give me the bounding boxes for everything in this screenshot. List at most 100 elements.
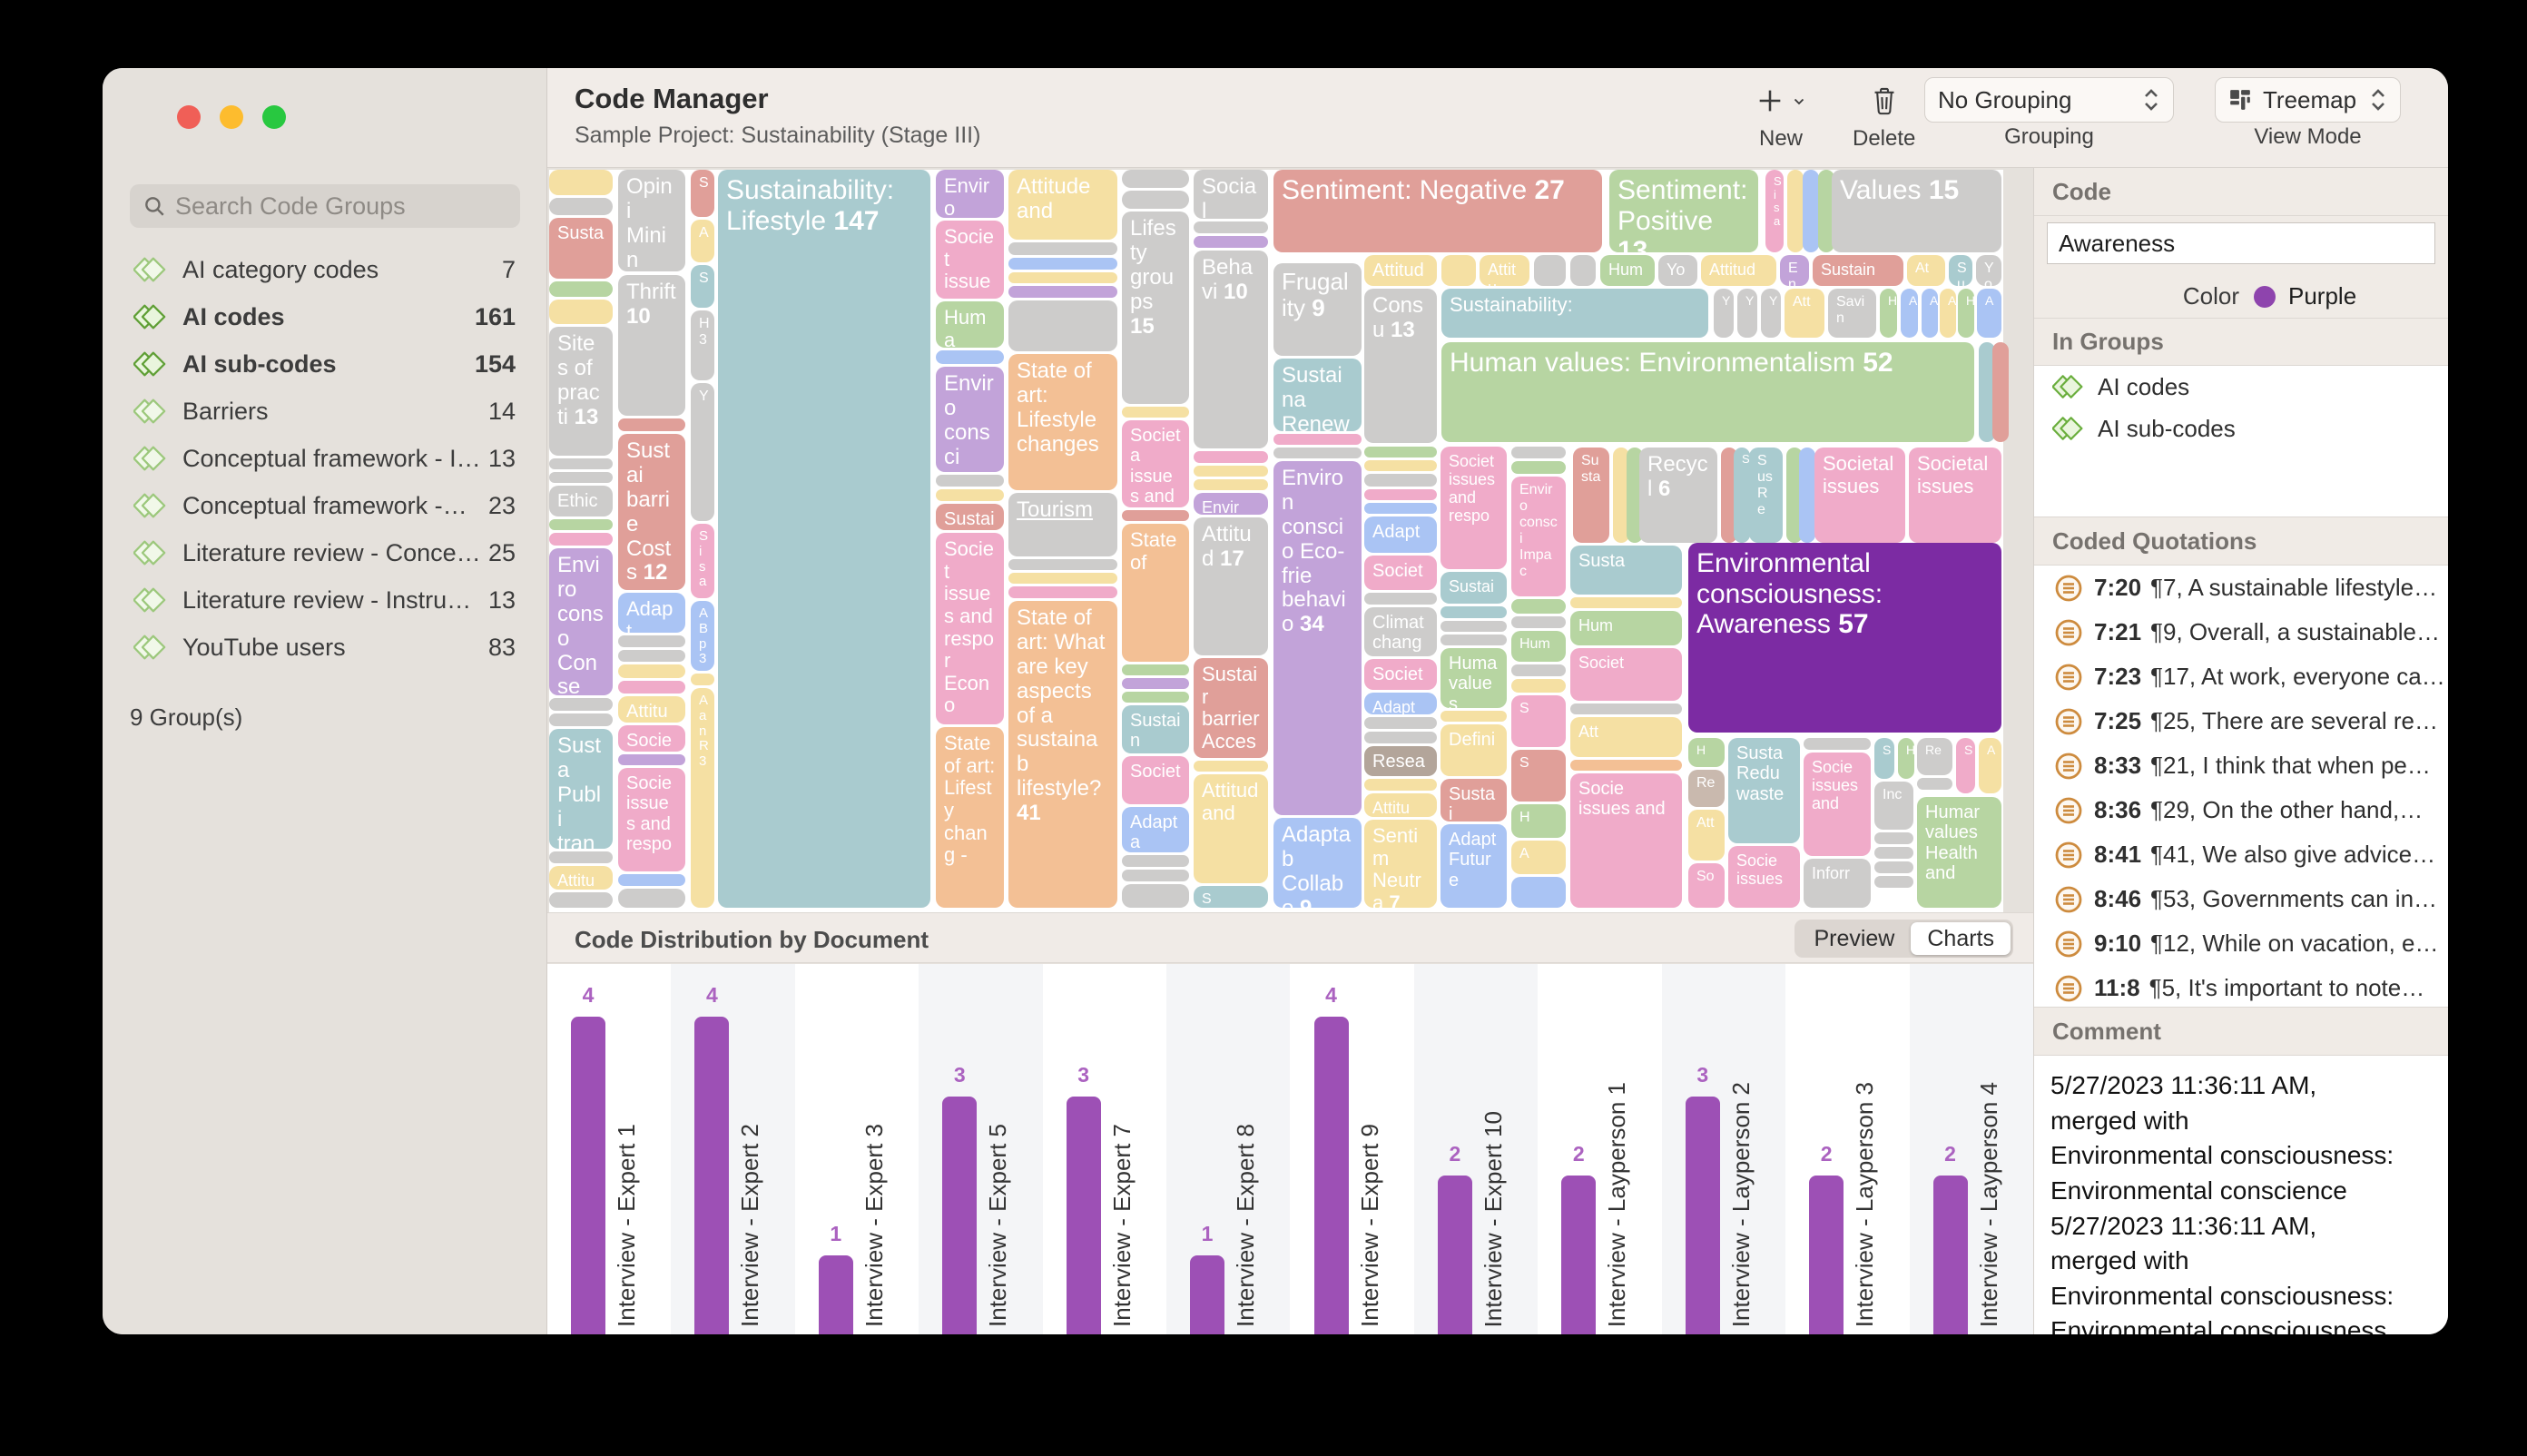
- grouping-select[interactable]: No Grouping: [1924, 77, 2174, 123]
- treemap-tile[interactable]: [1008, 300, 1117, 351]
- treemap-tile-huma-values[interactable]: Huma values: [1440, 648, 1507, 708]
- treemap-tile-recycl[interactable]: Recycl 6: [1639, 448, 1717, 543]
- close-window-button[interactable]: [177, 105, 201, 129]
- treemap-tile-re[interactable]: Re: [1688, 770, 1725, 807]
- treemap-tile[interactable]: [1122, 170, 1189, 188]
- sidebar-item-literature-review-instru-[interactable]: Literature review - Instru… 13: [103, 576, 546, 624]
- sidebar-item-conceptual-framework-[interactable]: Conceptual framework -… 23: [103, 482, 546, 529]
- treemap-tile-values[interactable]: Values 15: [1832, 170, 2001, 252]
- treemap-tile-socie-issues-and[interactable]: Socie issues and: [1804, 753, 1871, 856]
- treemap-tile[interactable]: [1364, 732, 1437, 743]
- treemap-tile-h[interactable]: H: [1898, 738, 1914, 779]
- treemap-tile-socie[interactable]: Socie: [618, 725, 685, 752]
- treemap-tile-adapt-future[interactable]: Adapt Future: [1440, 824, 1507, 908]
- sidebar-item-youtube-users[interactable]: YouTube users 83: [103, 624, 546, 671]
- treemap-tile[interactable]: [1122, 855, 1189, 867]
- treemap-tile-h-3[interactable]: H 3: [691, 310, 714, 380]
- treemap-tile-socie-issues-and[interactable]: Socie issues and: [1570, 773, 1682, 908]
- treemap-tile-susta[interactable]: Susta: [1570, 546, 1682, 595]
- quotation-item[interactable]: 8:41 ¶41, We also give advice…: [2034, 832, 2448, 877]
- treemap-tile-sentiment-negative[interactable]: Sentiment: Negative 27: [1273, 170, 1602, 252]
- treemap-tile[interactable]: [691, 674, 714, 685]
- treemap-tile-attitude[interactable]: Attitude: [1364, 255, 1437, 286]
- treemap-tile-socie-issues[interactable]: Socie issues: [1728, 846, 1800, 908]
- treemap-tile-consu[interactable]: Consu 13: [1364, 289, 1437, 443]
- treemap-tile[interactable]: [1570, 597, 1682, 608]
- treemap-tile[interactable]: [936, 475, 1004, 487]
- treemap-tile[interactable]: [549, 458, 613, 469]
- treemap-tile-attitud-and[interactable]: Attitud and: [1194, 774, 1268, 883]
- minimize-window-button[interactable]: [220, 105, 243, 129]
- treemap-tile[interactable]: [936, 489, 1004, 501]
- treemap-tile[interactable]: [1364, 474, 1437, 487]
- treemap-tile-a-b-p-3[interactable]: A B p 3: [691, 601, 714, 671]
- treemap-tile[interactable]: [618, 664, 685, 678]
- treemap-tile[interactable]: [1194, 466, 1268, 477]
- treemap-tile-hum[interactable]: Hum: [1511, 631, 1566, 662]
- treemap-tile-humar-values-health-and[interactable]: Humar values Health and: [1917, 797, 2001, 908]
- treemap-tile[interactable]: [1364, 447, 1437, 457]
- sidebar-item-barriers[interactable]: Barriers 14: [103, 388, 546, 435]
- treemap-tile-y[interactable]: Y: [691, 383, 714, 521]
- treemap-tile[interactable]: [1874, 847, 1913, 859]
- treemap-tile[interactable]: [549, 300, 613, 324]
- treemap-tile-y[interactable]: Y: [1737, 289, 1757, 338]
- treemap-tile-s[interactable]: S: [691, 170, 714, 217]
- treemap-tile-a[interactable]: A: [1922, 289, 1938, 338]
- treemap-tile[interactable]: [1122, 407, 1189, 418]
- treemap-tile[interactable]: [1511, 461, 1566, 474]
- treemap-tile-sustai[interactable]: Sustai: [936, 504, 1004, 530]
- treemap-tile-attitu[interactable]: Attitu: [1480, 255, 1529, 286]
- treemap-tile-h[interactable]: H: [1511, 804, 1566, 838]
- treemap-tile[interactable]: [1122, 191, 1189, 209]
- treemap-tile[interactable]: [549, 713, 613, 726]
- quotation-item[interactable]: 8:36 ¶29, On the other hand,…: [2034, 788, 2448, 832]
- treemap-tile-sustai-barrie-costs[interactable]: Sustai barrie Costs 12: [618, 434, 685, 590]
- treemap-tile-sustair-barrier-access[interactable]: Sustair barrier Access: [1194, 658, 1268, 758]
- treemap-tile[interactable]: [1008, 573, 1117, 584]
- treemap-tile-a[interactable]: A: [1511, 841, 1566, 874]
- treemap-tile-attitud[interactable]: Attitud: [1701, 255, 1776, 286]
- treemap-tile-s-is-a[interactable]: S is a: [1765, 170, 1784, 252]
- quotation-item[interactable]: 7:20 ¶7, A sustainable lifestyle…: [2034, 566, 2448, 610]
- treemap-tile[interactable]: [618, 681, 685, 694]
- treemap-tile-att[interactable]: Att: [1688, 810, 1725, 861]
- treemap-tile[interactable]: [1570, 255, 1596, 286]
- comment-text[interactable]: 5/27/2023 11:36:11 AM, merged with Envir…: [2034, 1056, 2448, 1334]
- treemap-tile[interactable]: [1786, 448, 1803, 543]
- treemap-tile[interactable]: [1273, 434, 1362, 445]
- treemap-tile-adaptab-collabo[interactable]: Adaptab Collabo 9: [1273, 818, 1362, 908]
- treemap-tile-huma[interactable]: Huma: [936, 301, 1004, 348]
- sidebar-item-literature-review-conce-[interactable]: Literature review - Conce… 25: [103, 529, 546, 576]
- treemap-tile-behavi[interactable]: Behavi 10: [1194, 251, 1268, 448]
- treemap-tile-attitu[interactable]: Attitu: [549, 866, 613, 890]
- treemap-tile-s[interactable]: S: [1874, 738, 1894, 779]
- treemap-tile-adapt[interactable]: Adapt: [1364, 516, 1437, 553]
- color-swatch[interactable]: [2254, 286, 2276, 308]
- treemap-tile-enviro-consci-impac[interactable]: Enviro consci Impac: [1511, 477, 1566, 596]
- sidebar-item-ai-category-codes[interactable]: AI category codes 7: [103, 246, 546, 293]
- treemap-tile-yo[interactable]: Yo: [1976, 255, 2001, 286]
- treemap-tile-enviro-consci-conce[interactable]: Enviro consci Conce 13: [936, 367, 1004, 472]
- treemap-tile[interactable]: [549, 519, 613, 530]
- treemap-tile-sites-of-practi[interactable]: Sites of practi 13: [549, 327, 613, 456]
- treemap-tile-en[interactable]: En: [1780, 255, 1809, 286]
- treemap-tile[interactable]: [618, 635, 685, 647]
- treemap-tile[interactable]: [1787, 170, 1804, 252]
- treemap-tile-attitu[interactable]: Attitu: [1364, 793, 1437, 817]
- treemap-tile-h[interactable]: H: [1688, 738, 1725, 767]
- treemap-tile-inforr[interactable]: Inforr: [1804, 859, 1871, 908]
- treemap-tile-societ-issues[interactable]: Societ issues: [936, 221, 1004, 299]
- treemap-tile-societ-issues-and-respor-econo[interactable]: Societ issues and respor Econo: [936, 533, 1004, 724]
- charts-tab[interactable]: Charts: [1911, 922, 2011, 955]
- sidebar-item-ai-codes[interactable]: AI codes 161: [103, 293, 546, 340]
- in-group-item-ai-codes[interactable]: AI codes: [2034, 366, 2448, 408]
- treemap-tile-sentiment-positive[interactable]: Sentiment: Positive 13: [1609, 170, 1758, 252]
- treemap-tile-s[interactable]: S: [1194, 886, 1268, 908]
- treemap-tile[interactable]: [549, 698, 613, 711]
- treemap-tile[interactable]: [1874, 861, 1913, 873]
- treemap-tile[interactable]: [1440, 711, 1507, 722]
- treemap-tile[interactable]: [1511, 877, 1566, 908]
- quotation-item[interactable]: 7:23 ¶17, At work, everyone ca…: [2034, 654, 2448, 699]
- treemap-tile[interactable]: [1364, 460, 1437, 471]
